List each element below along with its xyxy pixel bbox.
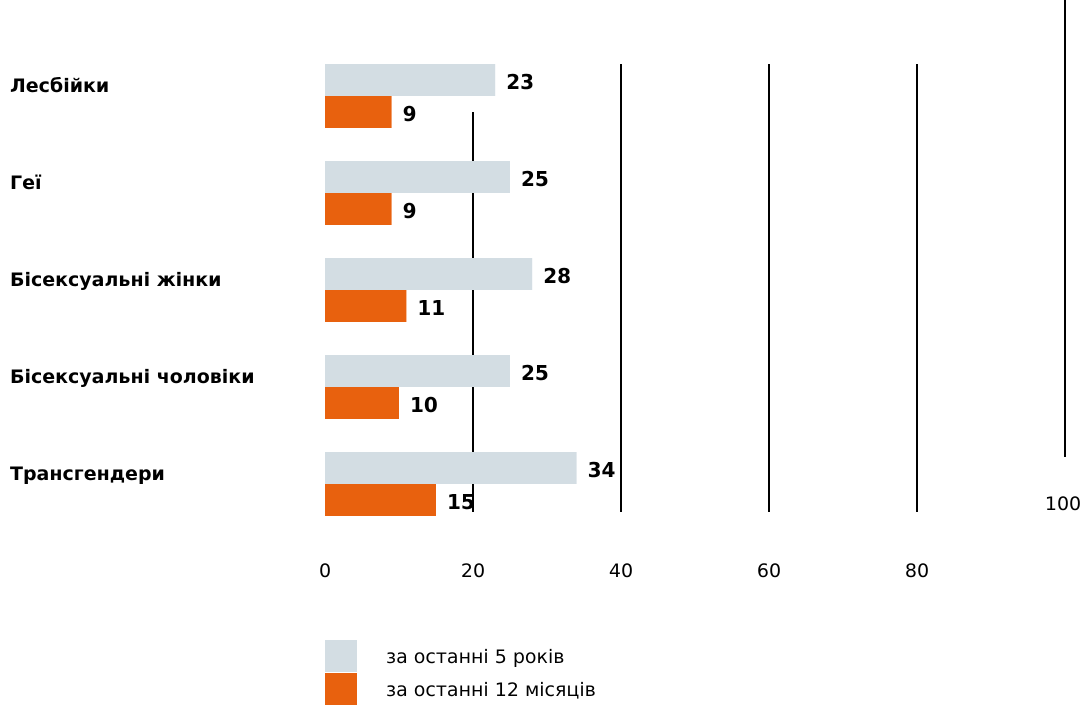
value-label: 23 <box>506 70 534 94</box>
labels: 0 20 40 60 80 100 Лесбійки 23 9 Геї 25 9 Бісексуальн… <box>10 70 1081 582</box>
category-label: Трансгендери <box>10 463 165 485</box>
x-tick-label: 80 <box>905 560 929 582</box>
category-label: Лесбійки <box>10 75 109 97</box>
value-label: 15 <box>447 490 475 514</box>
value-label: 25 <box>521 167 549 191</box>
x-tick-label: 20 <box>461 560 485 582</box>
category-label: Бісексуальні чоловіки <box>10 366 255 388</box>
bars <box>325 64 577 516</box>
legend-swatch-12mo <box>325 673 357 705</box>
x-tick-label: 0 <box>319 560 331 582</box>
value-label: 34 <box>588 458 616 482</box>
value-label: 10 <box>410 393 438 417</box>
x-tick-label: 60 <box>757 560 781 582</box>
value-label: 9 <box>403 102 417 126</box>
value-label: 28 <box>543 264 571 288</box>
category-label: Геї <box>10 172 42 194</box>
bar-12mo <box>325 484 436 516</box>
legend-label-12mo: за останні 12 місяців <box>386 679 596 701</box>
bar-12mo <box>325 193 392 225</box>
gridlines <box>472 0 1066 512</box>
bar-5yr <box>325 452 577 484</box>
legend-label-5yr: за останні 5 років <box>386 646 565 668</box>
bar-5yr <box>325 64 496 96</box>
bar-5yr <box>325 355 510 387</box>
legend-swatch-5yr <box>325 640 357 672</box>
legend: за останні 5 років за останні 12 місяців <box>325 640 596 705</box>
bar-5yr <box>325 161 510 193</box>
bar-12mo <box>325 96 392 128</box>
category-label: Бісексуальні жінки <box>10 269 221 291</box>
bar-12mo <box>325 290 407 322</box>
bar-12mo <box>325 387 399 419</box>
bar-5yr <box>325 258 533 290</box>
x-tick-label: 100 <box>1045 493 1081 515</box>
value-label: 11 <box>417 296 445 320</box>
value-label: 25 <box>521 361 549 385</box>
value-label: 9 <box>403 199 417 223</box>
x-tick-label: 40 <box>609 560 633 582</box>
